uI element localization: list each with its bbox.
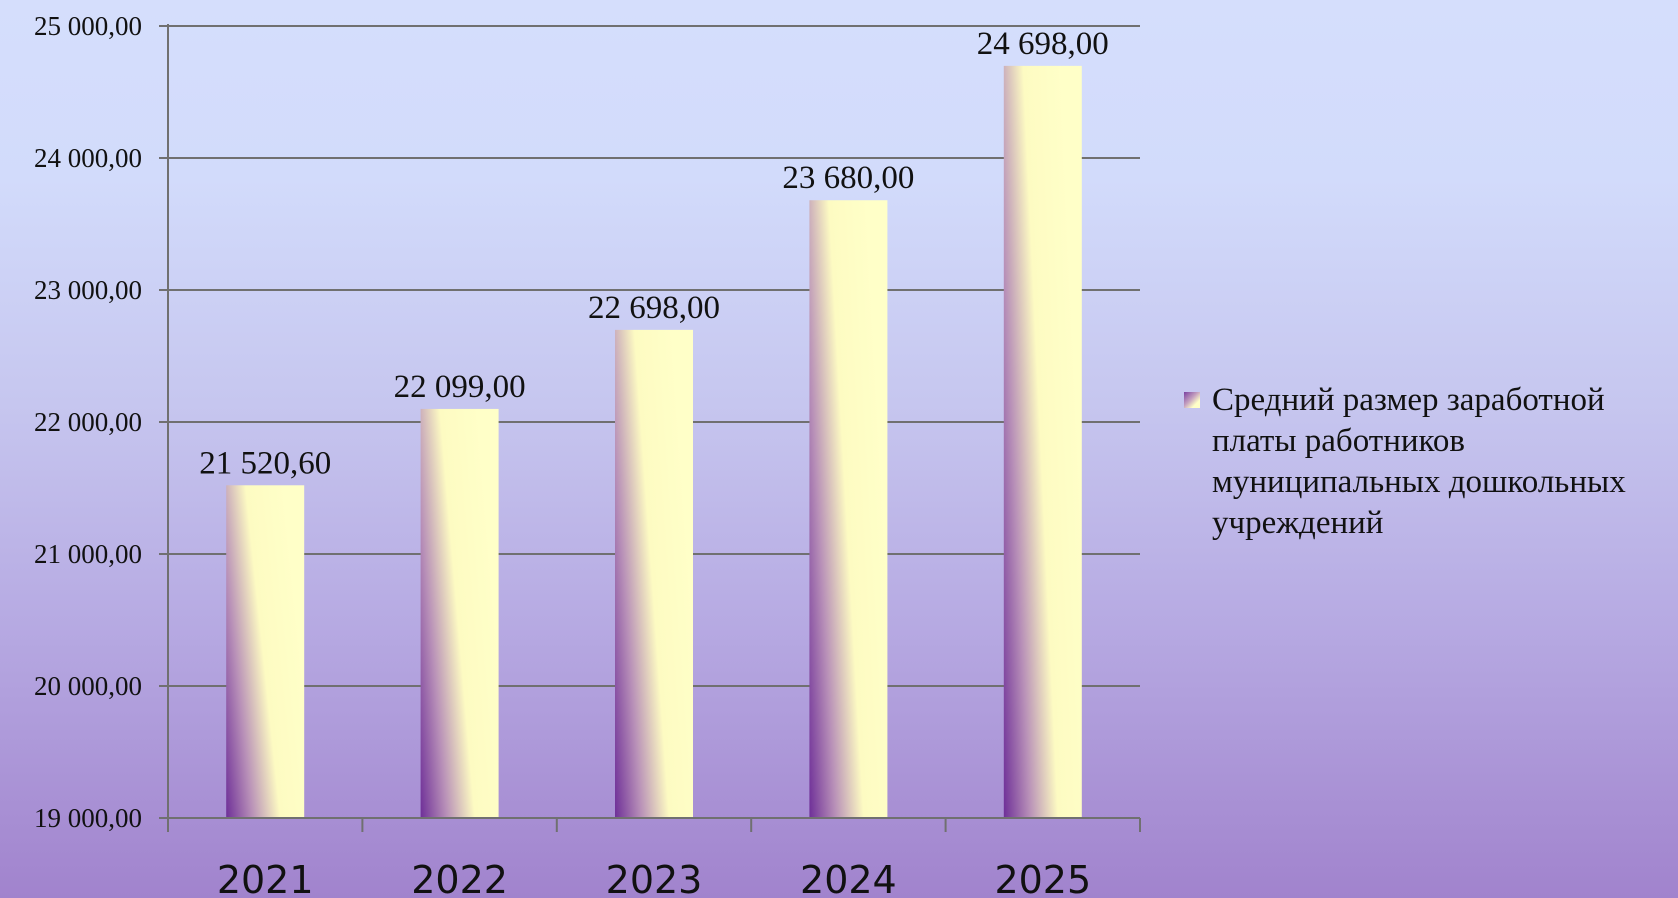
legend-swatch — [1184, 392, 1200, 408]
data-label: 22 099,00 — [394, 369, 526, 405]
data-label: 23 680,00 — [782, 160, 914, 196]
data-label: 24 698,00 — [977, 26, 1109, 62]
x-tick-label: 2023 — [606, 858, 703, 898]
legend-label: Средний размер заработной платы работник… — [1212, 382, 1626, 541]
y-tick-label: 22 000,00 — [34, 407, 142, 437]
bar — [226, 485, 305, 818]
y-tick-label: 24 000,00 — [34, 143, 142, 173]
bar — [420, 408, 499, 818]
data-label: 22 698,00 — [588, 290, 720, 326]
bar — [1003, 65, 1082, 818]
y-tick-label: 20 000,00 — [34, 671, 142, 701]
data-label: 21 520,60 — [199, 445, 331, 481]
y-tick-label: 19 000,00 — [34, 803, 142, 833]
y-tick-label: 23 000,00 — [34, 275, 142, 305]
x-tick-label: 2025 — [994, 858, 1091, 898]
y-tick-label: 21 000,00 — [34, 539, 142, 569]
x-tick-label: 2024 — [800, 858, 897, 898]
x-tick-label: 2021 — [217, 858, 314, 898]
bar — [615, 329, 693, 818]
bar — [809, 200, 888, 819]
y-tick-label: 25 000,00 — [34, 11, 142, 41]
x-tick-label: 2022 — [411, 858, 508, 898]
